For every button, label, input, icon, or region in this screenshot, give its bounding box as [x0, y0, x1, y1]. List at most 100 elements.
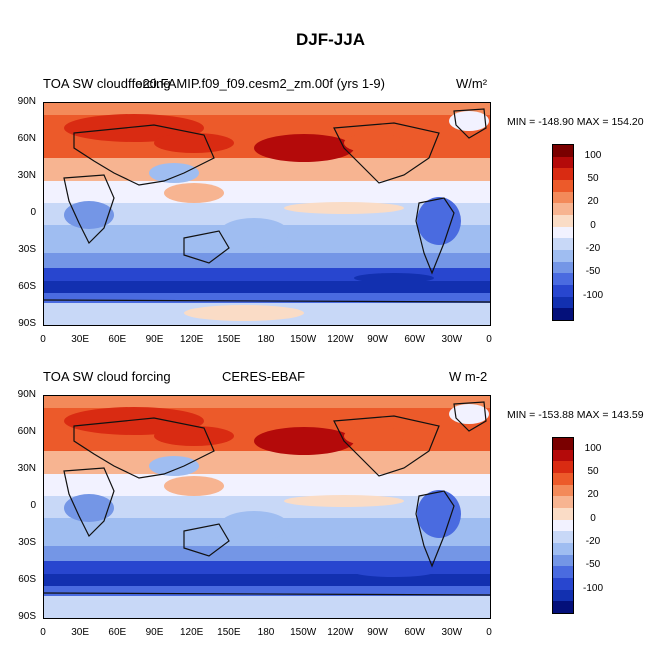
- lon-tick-label: 90W: [367, 627, 388, 638]
- colorbar-segment: [553, 284, 573, 297]
- field-anomaly: [64, 494, 114, 522]
- lat-tick-label: 30S: [18, 244, 36, 255]
- lat-tick-label: 90S: [18, 611, 36, 622]
- lon-tick-label: 180: [257, 334, 275, 345]
- colorbar-segment: [553, 203, 573, 215]
- field-anomaly: [184, 598, 304, 614]
- colorbar-segment: [553, 554, 573, 567]
- colorbar-segment: [553, 496, 573, 508]
- colorbar-segment: [553, 261, 573, 274]
- field-anomaly: [149, 163, 199, 183]
- coastline: [183, 523, 230, 557]
- lat-tick-label: 90S: [18, 318, 36, 329]
- lat-tick-label: 90N: [17, 96, 36, 107]
- colorbar-segment: [553, 519, 573, 532]
- panel-2-colorbar: [552, 437, 574, 614]
- colorbar-tick-label: 100: [584, 442, 602, 454]
- lat-tick-label: 30N: [17, 463, 36, 474]
- colorbar-segment: [553, 179, 573, 192]
- lon-tick-label: 150W: [290, 627, 317, 638]
- lon-tick-label: 60W: [404, 334, 425, 345]
- colorbar-segment: [553, 249, 573, 262]
- colorbar-segment: [553, 168, 573, 180]
- colorbar-segment: [553, 472, 573, 485]
- field-band: [44, 253, 490, 268]
- field-anomaly: [219, 511, 289, 541]
- colorbar-segment: [553, 577, 573, 590]
- field-band: [44, 574, 490, 586]
- colorbar-tick-label: -50: [585, 266, 601, 278]
- colorbar-tick-label: 50: [587, 466, 599, 477]
- colorbar-segment: [553, 273, 573, 285]
- colorbar-tick-label: -100: [582, 582, 603, 594]
- coastline: [44, 592, 490, 596]
- field-anomaly: [354, 567, 434, 577]
- lat-tick-label: 30S: [18, 537, 36, 548]
- field-band: [44, 546, 490, 561]
- lon-tick-label: 120W: [327, 334, 354, 345]
- colorbar-segment: [553, 296, 573, 309]
- panel-1-stats: MIN = -148.90 MAX = 154.20: [507, 116, 644, 128]
- field-band: [44, 586, 490, 596]
- coastline: [63, 174, 115, 245]
- field-anomaly: [354, 273, 434, 283]
- colorbar-tick-label: -20: [585, 536, 601, 547]
- lon-tick-label: 120W: [327, 627, 354, 638]
- field-anomaly: [184, 305, 304, 321]
- field-anomaly: [344, 133, 404, 153]
- field-anomaly: [64, 407, 204, 435]
- coastline: [73, 417, 215, 479]
- panel-2-center-title: CERES-EBAF: [222, 369, 306, 384]
- panel-1-map: [43, 102, 491, 326]
- lat-tick-label: 60N: [17, 133, 36, 144]
- colorbar-segment: [553, 566, 573, 578]
- lon-tick-label: 90E: [145, 334, 164, 345]
- colorbar-segment: [553, 461, 573, 473]
- field-anomaly: [154, 133, 234, 153]
- lon-tick-label: 60E: [108, 334, 127, 345]
- field-anomaly: [219, 218, 289, 248]
- field-anomaly: [154, 426, 234, 446]
- panel-1-left-title: TOA SW cloud forcing: [43, 76, 171, 91]
- colorbar-segment: [553, 601, 573, 613]
- panel-1-center-title: f.e20.FAMIP.f09_f09.cesm2_zm.00f (yrs 1-…: [128, 76, 385, 91]
- field-band: [44, 281, 490, 293]
- coastline: [183, 230, 230, 264]
- colorbar-segment: [553, 438, 573, 450]
- lon-tick-label: 30E: [71, 334, 90, 345]
- lat-tick-label: 30N: [17, 170, 36, 181]
- panel-1-units: W/m²: [456, 76, 488, 91]
- colorbar-tick-label: 20: [587, 196, 599, 208]
- field-anomaly: [284, 495, 404, 507]
- coastline: [63, 467, 115, 538]
- coastline: [453, 401, 487, 432]
- lat-tick-label: 60S: [18, 281, 36, 292]
- field-band: [44, 474, 490, 496]
- coastline: [73, 124, 215, 186]
- lat-tick-label: 90N: [17, 389, 36, 400]
- field-anomaly: [164, 476, 224, 496]
- colorbar-tick-label: 0: [590, 512, 596, 524]
- coastline: [453, 108, 487, 139]
- colorbar-segment: [553, 542, 573, 555]
- lat-tick-label: 0: [30, 500, 36, 511]
- coastline: [333, 122, 440, 184]
- panel-2-map: [43, 395, 491, 619]
- colorbar-segment: [553, 145, 573, 157]
- figure-title: DJF-JJA: [296, 30, 365, 49]
- colorbar-segment: [553, 156, 573, 169]
- colorbar-segment: [553, 531, 573, 543]
- colorbar-tick-label: -100: [582, 289, 603, 301]
- lon-tick-label: 60E: [108, 627, 127, 638]
- colorbar-tick-label: -20: [585, 243, 601, 254]
- colorbar-tick-label: 100: [584, 149, 602, 161]
- coastline: [415, 490, 455, 568]
- colorbar-segment: [553, 484, 573, 497]
- lon-tick-label: 60W: [404, 627, 425, 638]
- colorbar-segment: [553, 226, 573, 239]
- colorbar-segment: [553, 214, 573, 227]
- colorbar-tick-label: -50: [585, 559, 601, 571]
- panel-2-left-title: TOA SW cloud forcing: [43, 369, 171, 384]
- lon-tick-label: 0: [486, 627, 492, 638]
- lon-tick-label: 150E: [217, 627, 241, 638]
